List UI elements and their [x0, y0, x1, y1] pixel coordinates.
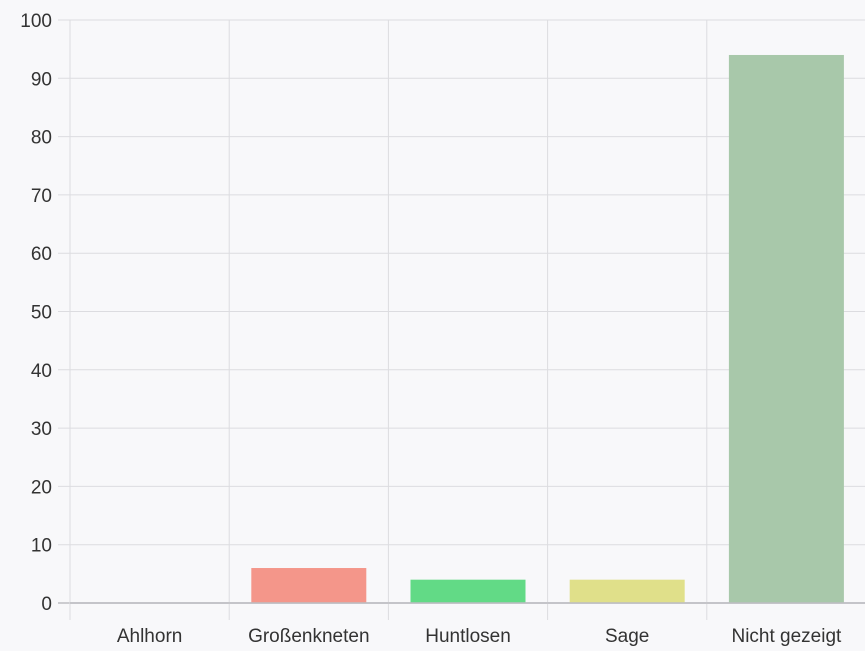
bar-huntlosen[interactable] [410, 579, 526, 603]
grid-layer [58, 19, 865, 620]
y-tick-label: 10 [31, 536, 52, 557]
y-tick-label: 100 [20, 11, 52, 32]
x-category-label: Huntlosen [425, 626, 511, 647]
bar-sage[interactable] [569, 579, 685, 603]
y-tick-label: 0 [41, 594, 52, 615]
bar-nicht-gezeigt[interactable] [728, 54, 844, 604]
y-tick-label: 50 [31, 303, 52, 324]
x-category-label: Ahlhorn [117, 626, 183, 647]
y-tick-label: 80 [31, 128, 52, 149]
y-tick-label: 20 [31, 477, 52, 498]
x-category-label: Sage [605, 626, 649, 647]
y-tick-label: 90 [31, 69, 52, 90]
y-tick-label: 40 [31, 361, 52, 382]
y-tick-label: 60 [31, 244, 52, 265]
x-category-label: Großenkneten [248, 626, 369, 647]
x-category-label: Nicht gezeigt [731, 626, 842, 647]
y-tick-labels: 0 10 20 30 40 50 60 70 80 90 100 [20, 11, 52, 615]
y-tick-label: 30 [31, 419, 52, 440]
y-tick-label: 70 [31, 186, 52, 207]
x-category-labels: Ahlhorn Großenkneten Huntlosen Sage Nicht ge… [117, 626, 842, 647]
bars-layer [251, 54, 844, 604]
bar-gro-enkneten[interactable] [251, 568, 367, 603]
